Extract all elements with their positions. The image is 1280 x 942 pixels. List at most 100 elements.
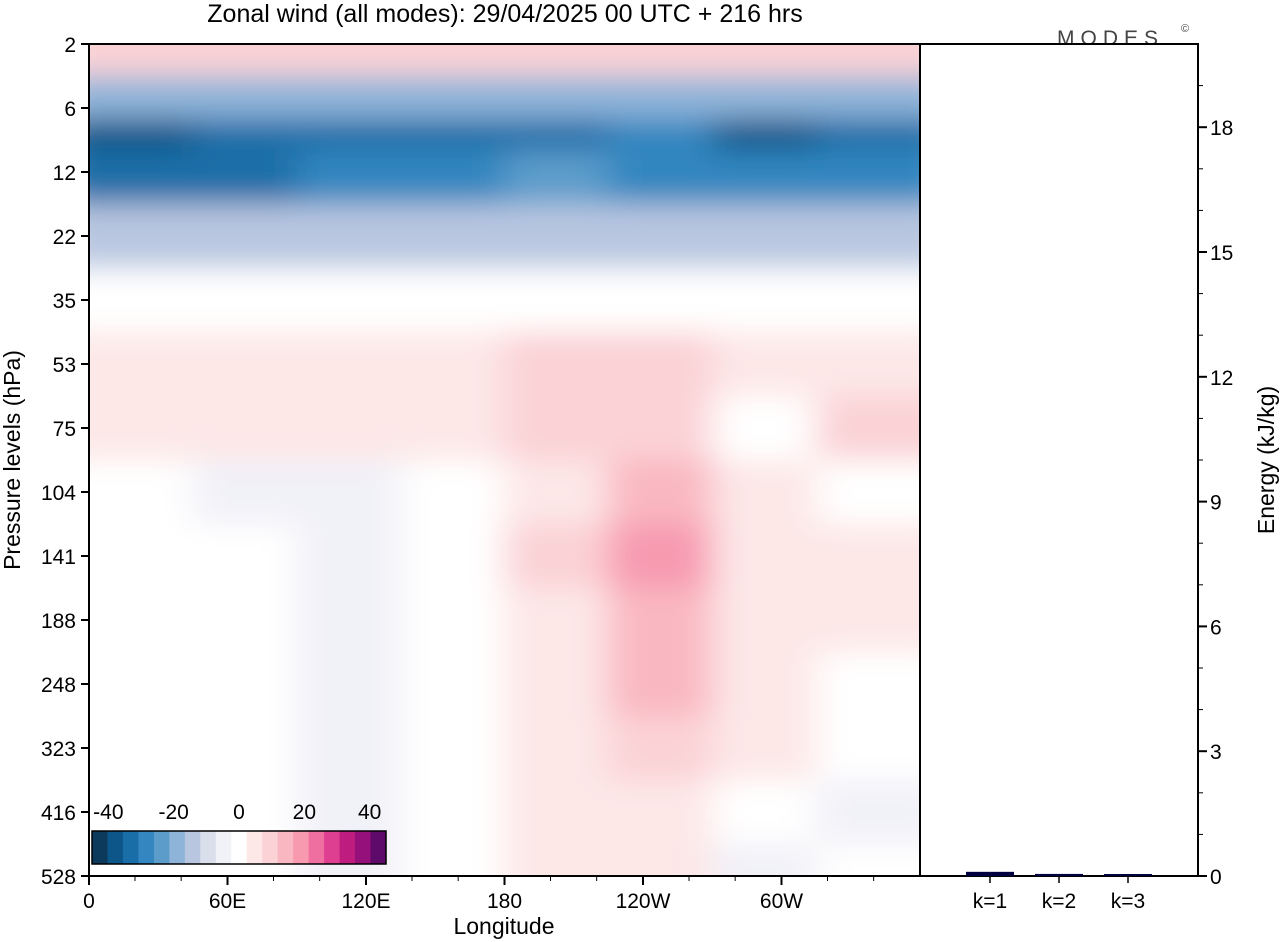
heatmap-cell <box>712 780 818 845</box>
heatmap-cell <box>504 204 610 269</box>
heatmap-cell <box>712 588 818 653</box>
colorbar-label: -20 <box>158 801 188 824</box>
y-tick-label: 188 <box>41 610 76 633</box>
heatmap-cell <box>192 396 298 461</box>
heatmap-cell <box>504 844 610 876</box>
energy-category-label: k=2 <box>1042 890 1076 913</box>
longitude-axis: 0 60E 120E 180 120W 60W <box>83 876 875 913</box>
heatmap-cell <box>608 460 714 525</box>
colorbar-label: 0 <box>233 801 245 824</box>
heatmap-cell <box>712 460 818 525</box>
y-tick-label: 75 <box>53 418 76 441</box>
energy-bar <box>1035 873 1083 876</box>
heatmap-cell <box>712 844 818 876</box>
heatmap-cell <box>816 118 920 152</box>
heatmap-cell <box>192 460 298 525</box>
heatmap-cell <box>608 118 714 152</box>
energy-y-tick-label: 3 <box>1210 741 1222 764</box>
colorbar-frame <box>91 830 387 865</box>
heatmap-cell <box>504 588 610 653</box>
colorbar-swatch <box>246 831 263 864</box>
heatmap-cell <box>400 588 506 653</box>
y-tick-label: 6 <box>64 98 76 121</box>
x-tick-label: 0 <box>83 890 95 913</box>
heatmap-cell <box>712 716 818 781</box>
y-tick-label: 528 <box>41 866 76 889</box>
colorbar-label: 20 <box>293 801 316 824</box>
modes-logo-mark: © <box>1181 23 1189 35</box>
y-tick-label: 104 <box>41 482 76 505</box>
heatmap-cell <box>608 652 714 717</box>
heatmap-cell <box>296 204 402 269</box>
heatmap-cell <box>712 204 818 269</box>
heatmap-cell <box>89 652 194 717</box>
heatmap-cell <box>192 44 298 77</box>
energy-y-tick-label: 12 <box>1210 367 1233 390</box>
heatmap-cell <box>504 268 610 333</box>
energy-axis-label: Energy (kJ/kg) <box>1253 386 1279 534</box>
heatmap-cell <box>400 716 506 781</box>
y-tick-label: 2 <box>64 34 76 57</box>
heatmap-cell <box>816 844 920 876</box>
heatmap-cell <box>296 44 402 77</box>
colorbar-swatch <box>293 831 310 864</box>
heatmap-cell <box>296 588 402 653</box>
colorbar: -40 -20 0 20 40 <box>91 801 387 865</box>
heatmap-cell <box>816 44 920 77</box>
heatmap-cell <box>400 204 506 269</box>
heatmap-cell <box>296 716 402 781</box>
heatmap-cell <box>400 332 506 397</box>
colorbar-swatch <box>138 831 155 864</box>
y-tick-label: 141 <box>41 546 76 569</box>
heatmap-cell <box>608 44 714 77</box>
energy-category-label: k=3 <box>1111 890 1145 913</box>
heatmap-cell <box>192 150 298 205</box>
x-tick-label: 180 <box>487 890 522 913</box>
heatmap-cell <box>192 716 298 781</box>
heatmap-cell <box>192 268 298 333</box>
heatmap-cell <box>504 118 610 152</box>
heatmap-cell <box>400 150 506 205</box>
heatmap-cell <box>504 150 610 205</box>
heatmap-cell <box>712 652 818 717</box>
heatmap-cell <box>608 524 714 589</box>
heatmap-cell <box>816 268 920 333</box>
x-tick-label: 60E <box>209 890 246 913</box>
colorbar-swatch <box>153 831 170 864</box>
energy-bar <box>966 871 1014 876</box>
colorbar-swatch <box>231 831 248 864</box>
heatmap-cell <box>816 76 920 120</box>
heatmap-cell <box>816 588 920 653</box>
heatmap-cell <box>712 332 818 397</box>
heatmap-cell <box>608 780 714 845</box>
pressure-axis: 2 6 12 22 35 53 75 104 141 188 248 323 416 528 <box>41 34 89 889</box>
colorbar-swatch <box>370 831 387 864</box>
heatmap-cell <box>608 588 714 653</box>
heatmap-cell <box>712 118 818 152</box>
heatmap-cell <box>89 76 194 120</box>
energy-y-tick-label: 15 <box>1210 242 1233 265</box>
heatmap-cell <box>400 780 506 845</box>
heatmap-cell <box>192 76 298 120</box>
y-tick-label: 53 <box>53 354 76 377</box>
colorbar-swatch <box>107 831 124 864</box>
heatmap-cell <box>608 204 714 269</box>
y-tick-label: 12 <box>53 162 76 185</box>
colorbar-swatch <box>184 831 201 864</box>
heatmap-cell <box>712 396 818 461</box>
y-tick-label: 323 <box>41 738 76 761</box>
heatmap-cell <box>712 524 818 589</box>
heatmap-cell <box>296 524 402 589</box>
energy-y-tick-label: 6 <box>1210 616 1222 639</box>
heatmap-cell <box>89 524 194 589</box>
x-tick-label: 60W <box>760 890 803 913</box>
colorbar-swatch <box>277 831 294 864</box>
heatmap-cell <box>608 332 714 397</box>
heatmap-cell <box>400 76 506 120</box>
heatmap-cell <box>400 524 506 589</box>
chart-title: Zonal wind (all modes): 29/04/2025 00 UT… <box>207 0 802 28</box>
heatmap-cell <box>89 396 194 461</box>
energy-y-tick-label: 9 <box>1210 492 1222 515</box>
heatmap-cell <box>712 44 818 77</box>
